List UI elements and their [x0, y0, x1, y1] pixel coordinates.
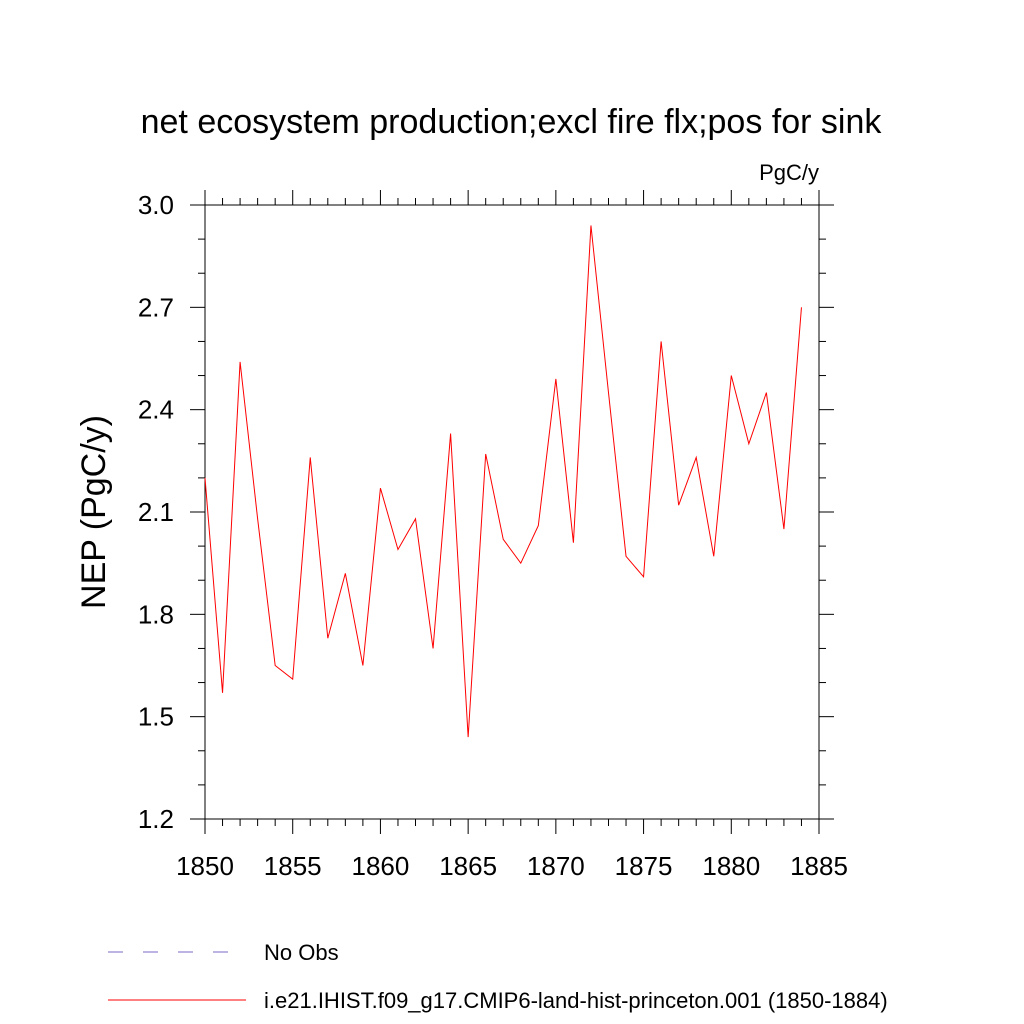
legend-label-0: No Obs: [264, 940, 339, 965]
data-point: [590, 224, 592, 226]
data-point: [379, 487, 381, 489]
data-point: [537, 524, 539, 526]
data-point: [555, 378, 557, 380]
data-point: [327, 637, 329, 639]
data-point: [467, 736, 469, 738]
y-tick-label: 3.0: [138, 190, 174, 220]
x-tick-label: 1885: [790, 851, 848, 881]
y-tick-label: 1.2: [138, 804, 174, 834]
data-point: [730, 374, 732, 376]
x-tick-label: 1865: [439, 851, 497, 881]
data-point: [432, 647, 434, 649]
y-tick-label: 2.1: [138, 497, 174, 527]
plot-frame: [204, 204, 820, 820]
x-tick-label: 1850: [176, 851, 234, 881]
data-point: [783, 528, 785, 530]
y-tick-label: 2.4: [138, 395, 174, 425]
plot-area: 1850 1855 1860 1865 1870 1875 1880 1885 1.2 1.5 1.…: [138, 190, 848, 881]
data-point: [344, 572, 346, 574]
data-point: [256, 518, 258, 520]
data-point: [502, 538, 504, 540]
legend: No Obs i.e21.IHIST.f09_g17.CMIP6-land-his…: [108, 940, 888, 1013]
data-point: [800, 306, 802, 308]
legend-label-1: i.e21.IHIST.f09_g17.CMIP6-land-hist-prin…: [264, 988, 888, 1013]
y-tick-label: 1.8: [138, 599, 174, 629]
data-point: [765, 391, 767, 393]
data-point: [414, 518, 416, 520]
data-point: [607, 391, 609, 393]
data-point: [449, 432, 451, 434]
data-point: [204, 477, 206, 479]
data-point: [362, 664, 364, 666]
data-point: [695, 456, 697, 458]
data-point: [713, 555, 715, 557]
series-line-0: [204, 225, 802, 738]
chart-title: net ecosystem production;excl fire flx;p…: [141, 103, 883, 141]
data-point: [642, 576, 644, 578]
x-tick-label: 1875: [615, 851, 673, 881]
x-tick-label: 1855: [264, 851, 322, 881]
units-label: PgC/y: [759, 160, 819, 185]
x-tick-label: 1870: [527, 851, 585, 881]
data-point: [309, 456, 311, 458]
data-point: [397, 548, 399, 550]
data-point: [292, 678, 294, 680]
data-point: [572, 542, 574, 544]
x-tick-label: 1860: [352, 851, 410, 881]
y-axis-label: NEP (PgC/y): [75, 415, 113, 609]
data-point: [484, 453, 486, 455]
data-point: [274, 664, 276, 666]
data-point: [660, 340, 662, 342]
data-point: [221, 692, 223, 694]
y-tick-label: 1.5: [138, 702, 174, 732]
y-tick-label: 2.7: [138, 292, 174, 322]
x-tick-label: 1880: [702, 851, 760, 881]
data-point: [748, 443, 750, 445]
data-point: [239, 361, 241, 363]
data-point: [625, 555, 627, 557]
data-point: [520, 562, 522, 564]
data-point: [677, 504, 679, 506]
